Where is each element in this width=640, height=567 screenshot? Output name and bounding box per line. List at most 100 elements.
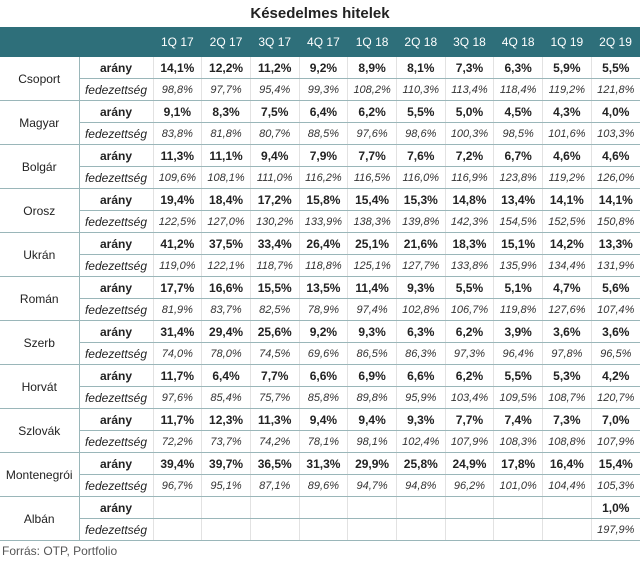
coverage-cell: 126,0% (591, 166, 640, 189)
ratio-cell: 25,6% (250, 320, 300, 343)
coverage-row: fedezettség 81,9% 83,7% 82,5% 78,9% 97,4% 102,… (0, 298, 640, 321)
coverage-cell: 96,7% (153, 474, 203, 497)
coverage-cell: 127,0% (201, 210, 251, 233)
ratio-cell: 3,9% (493, 320, 543, 343)
ratio-label: arány (79, 320, 154, 343)
ratio-row: Ukrán arány 41,2% 37,5% 33,4% 26,4% 25,1% 21,6%… (0, 232, 640, 277)
ratio-cell: 7,2% (445, 144, 495, 167)
ratio-cell: 6,4% (299, 100, 349, 123)
ratio-cell: 14,8% (445, 188, 495, 211)
coverage-cell: 102,4% (396, 430, 446, 453)
coverage-cell: 116,9% (445, 166, 495, 189)
column-header: 1Q 18 (347, 27, 397, 57)
coverage-cell: 108,3% (493, 430, 543, 453)
coverage-label: fedezettség (79, 78, 154, 101)
ratio-cell: 15,3% (396, 188, 446, 211)
coverage-cell: 130,2% (250, 210, 300, 233)
coverage-cell: 107,9% (445, 430, 495, 453)
ratio-row: Szlovák arány 11,7% 12,3% 11,3% 9,4% 9,4% 9,3% 7… (0, 408, 640, 453)
coverage-cell: 88,5% (299, 122, 349, 145)
coverage-cell: 81,8% (201, 122, 251, 145)
coverage-cell: 152,5% (542, 210, 592, 233)
coverage-cell: 85,4% (201, 386, 251, 409)
ratio-cell: 33,4% (250, 232, 300, 255)
coverage-cell: 81,9% (153, 298, 203, 321)
ratio-cell: 11,7% (153, 364, 203, 387)
coverage-cell: 73,7% (201, 430, 251, 453)
country-label: Albán (0, 496, 80, 541)
coverage-cell: 72,2% (153, 430, 203, 453)
ratio-cell: 6,4% (201, 364, 251, 387)
coverage-cell: 97,6% (347, 122, 397, 145)
ratio-cell: 11,3% (153, 144, 203, 167)
ratio-row: Bolgár arány 11,3% 11,1% 9,4% 7,9% 7,7% 7,6% 7,2… (0, 144, 640, 189)
ratio-cell: 37,5% (201, 232, 251, 255)
ratio-cell: 36,5% (250, 452, 300, 475)
coverage-cell: 107,4% (591, 298, 640, 321)
ratio-label: arány (79, 144, 154, 167)
ratio-row: Szerb arány 31,4% 29,4% 25,6% 9,2% 9,3% 6,3% 6,2… (0, 320, 640, 365)
coverage-label: fedezettség (79, 122, 154, 145)
ratio-row: Montenegrói arány 39,4% 39,7% 36,5% 31,3% 29,9… (0, 452, 640, 497)
table-body: Csoport arány 14,1% 12,2% 11,2% 9,2% 8,9% 8,1% 7… (0, 57, 640, 541)
coverage-cell (493, 518, 543, 541)
column-header: 4Q 18 (493, 27, 543, 57)
coverage-cell: 138,3% (347, 210, 397, 233)
coverage-cell: 110,3% (396, 78, 446, 101)
ratio-cell: 7,3% (542, 408, 592, 431)
coverage-label: fedezettség (79, 298, 154, 321)
coverage-cell: 154,5% (493, 210, 543, 233)
coverage-cell: 74,2% (250, 430, 300, 453)
ratio-cell: 13,4% (493, 188, 543, 211)
coverage-cell: 135,9% (493, 254, 543, 277)
ratio-cell: 25,8% (396, 452, 446, 475)
coverage-cell: 98,8% (153, 78, 203, 101)
coverage-cell: 108,7% (542, 386, 592, 409)
coverage-cell: 139,8% (396, 210, 446, 233)
ratio-cell: 11,3% (250, 408, 300, 431)
coverage-cell: 122,1% (201, 254, 251, 277)
ratio-label: arány (79, 496, 154, 519)
coverage-cell: 102,8% (396, 298, 446, 321)
ratio-cell: 15,1% (493, 232, 543, 255)
ratio-cell: 7,6% (396, 144, 446, 167)
column-header: 1Q 17 (153, 27, 203, 57)
coverage-cell: 99,3% (299, 78, 349, 101)
coverage-label: fedezettség (79, 386, 154, 409)
ratio-cell: 18,3% (445, 232, 495, 255)
coverage-cell: 134,4% (542, 254, 592, 277)
coverage-cell: 118,7% (250, 254, 300, 277)
coverage-cell: 87,1% (250, 474, 300, 497)
ratio-label: arány (79, 364, 154, 387)
ratio-cell (153, 496, 203, 519)
coverage-row: fedezettség 83,8% 81,8% 80,7% 88,5% 97,6% 98,6… (0, 122, 640, 145)
coverage-cell: 78,9% (299, 298, 349, 321)
coverage-cell: 96,2% (445, 474, 495, 497)
ratio-cell: 15,8% (299, 188, 349, 211)
coverage-cell: 89,6% (299, 474, 349, 497)
country-label: Ukrán (0, 232, 80, 277)
ratio-cell: 4,6% (542, 144, 592, 167)
ratio-row: Horvát arány 11,7% 6,4% 7,7% 6,6% 6,9% 6,6% 6,2%… (0, 364, 640, 409)
coverage-row: fedezettség 109,6% 108,1% 111,0% 116,2% 116,5… (0, 166, 640, 189)
ratio-cell: 8,1% (396, 57, 446, 79)
coverage-cell: 103,4% (445, 386, 495, 409)
coverage-cell: 118,8% (299, 254, 349, 277)
header-blank (79, 27, 154, 57)
ratio-cell (542, 496, 592, 519)
ratio-cell: 6,7% (493, 144, 543, 167)
coverage-row: fedezettség 98,8% 97,7% 95,4% 99,3% 108,2% 110… (0, 78, 640, 101)
coverage-cell: 125,1% (347, 254, 397, 277)
coverage-cell: 107,9% (591, 430, 640, 453)
coverage-cell: 131,9% (591, 254, 640, 277)
ratio-cell: 7,7% (347, 144, 397, 167)
coverage-cell: 122,5% (153, 210, 203, 233)
ratio-cell: 5,5% (445, 276, 495, 299)
source-note: Forrás: OTP, Portfolio (2, 544, 118, 558)
ratio-cell: 12,2% (201, 57, 251, 79)
ratio-cell: 1,0% (591, 496, 640, 519)
ratio-cell: 14,2% (542, 232, 592, 255)
coverage-cell: 116,5% (347, 166, 397, 189)
coverage-cell: 83,8% (153, 122, 203, 145)
coverage-cell: 85,8% (299, 386, 349, 409)
